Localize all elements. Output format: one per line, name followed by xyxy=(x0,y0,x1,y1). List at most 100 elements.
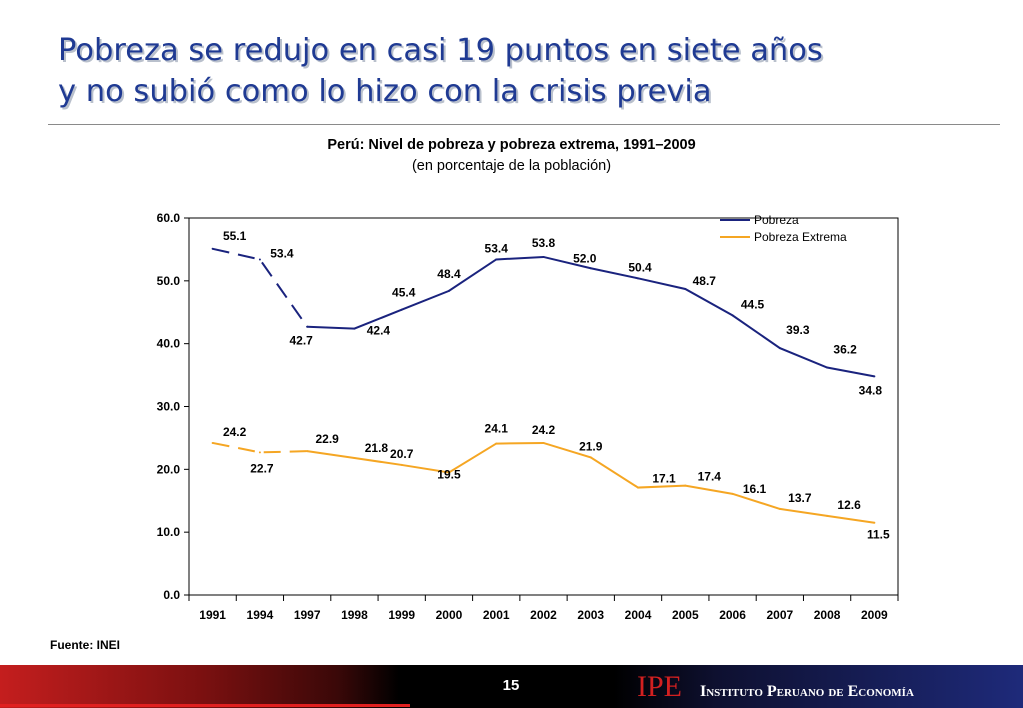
data-point xyxy=(778,347,781,350)
data-label: 53.4 xyxy=(485,241,509,255)
data-point xyxy=(306,450,309,453)
data-point xyxy=(542,441,545,444)
data-label: 21.8 xyxy=(365,441,389,455)
data-label: 21.9 xyxy=(579,439,603,453)
y-tick-label: 60.0 xyxy=(157,211,181,225)
data-label: 11.5 xyxy=(867,528,890,542)
data-point xyxy=(447,289,450,292)
y-tick-label: 10.0 xyxy=(157,525,181,539)
data-label: 24.2 xyxy=(532,423,556,437)
x-tick-label: 2002 xyxy=(530,608,557,622)
data-point xyxy=(873,521,876,524)
data-label: 22.9 xyxy=(315,432,339,446)
data-point xyxy=(353,457,356,460)
data-point xyxy=(589,456,592,459)
data-label: 17.4 xyxy=(698,470,722,484)
data-point xyxy=(684,484,687,487)
data-point xyxy=(542,255,545,258)
plot-area-border xyxy=(188,217,899,596)
y-tick-label: 20.0 xyxy=(157,462,181,476)
data-label: 39.3 xyxy=(786,323,810,337)
x-tick-label: 1991 xyxy=(199,608,226,622)
data-point xyxy=(826,366,829,369)
data-point xyxy=(684,288,687,291)
x-tick-label: 2006 xyxy=(719,608,746,622)
y-tick-label: 40.0 xyxy=(157,337,181,351)
data-point xyxy=(400,463,403,466)
data-point xyxy=(211,441,214,444)
series-line-dashed-0 xyxy=(212,247,308,328)
legend-label: Pobreza Extrema xyxy=(754,230,847,244)
data-label: 20.7 xyxy=(390,447,414,461)
data-label: 34.8 xyxy=(859,383,883,397)
slide-title-line-1: Pobreza se redujo en casi 19 puntos en s… xyxy=(58,33,823,68)
title-divider xyxy=(48,124,1000,125)
slide-title-line-2: y no subió como lo hizo con la crisis pr… xyxy=(58,74,712,109)
x-tick-label: 2003 xyxy=(577,608,604,622)
x-tick-label: 1997 xyxy=(294,608,321,622)
organization-name: Instituto Peruano de Economía xyxy=(700,683,914,700)
y-tick-label: 0.0 xyxy=(163,588,180,602)
footer-bar xyxy=(0,665,1023,708)
data-point xyxy=(258,258,261,261)
data-label: 42.4 xyxy=(367,324,391,338)
data-label: 22.7 xyxy=(250,461,274,475)
data-label: 48.7 xyxy=(693,274,717,288)
data-point xyxy=(778,507,781,510)
x-tick-label: 2005 xyxy=(672,608,699,622)
page-number: 15 xyxy=(502,677,520,694)
data-point xyxy=(731,492,734,495)
y-tick-label: 30.0 xyxy=(157,400,181,414)
slide-title: Pobreza se redujo en casi 19 puntos en s… xyxy=(58,30,1008,112)
chart-title: Perú: Nivel de pobreza y pobreza extrema… xyxy=(327,137,696,153)
data-point xyxy=(400,308,403,311)
x-tick-label: 1999 xyxy=(388,608,415,622)
x-tick-label: 2008 xyxy=(814,608,841,622)
series-line-solid-0 xyxy=(307,255,875,378)
data-point xyxy=(306,325,309,328)
poverty-line-chart: 0.0 10.0 20.0 30.0 40.0 50.0 60.0 1991 1994 1997 1… xyxy=(157,211,899,622)
x-tick-label: 2004 xyxy=(625,608,652,622)
ipe-logo: IPE xyxy=(637,670,682,703)
data-point xyxy=(637,486,640,489)
x-tick-label: 2007 xyxy=(766,608,793,622)
x-tick-label: 2001 xyxy=(483,608,510,622)
data-label: 53.8 xyxy=(532,236,556,250)
data-label: 52.0 xyxy=(573,251,597,265)
series-line-dashed-1 xyxy=(212,441,308,454)
data-label: 17.1 xyxy=(652,472,676,486)
x-tick-label: 1998 xyxy=(341,608,368,622)
data-label: 53.4 xyxy=(270,246,294,260)
data-label: 45.4 xyxy=(392,286,416,300)
data-point xyxy=(447,471,450,474)
footer-accent-line xyxy=(0,704,410,707)
data-label: 24.2 xyxy=(223,425,247,439)
data-point xyxy=(211,247,214,250)
data-label: 55.1 xyxy=(223,229,247,243)
data-point xyxy=(731,314,734,317)
data-label: 44.5 xyxy=(741,297,765,311)
legend-label: Pobreza xyxy=(754,213,799,227)
data-label: 13.7 xyxy=(788,491,812,505)
data-label: 50.4 xyxy=(628,260,652,274)
source-note: Fuente: INEI xyxy=(50,638,121,652)
data-label: 12.6 xyxy=(837,498,861,512)
data-point xyxy=(495,442,498,445)
data-label: 42.7 xyxy=(289,334,313,348)
data-label: 36.2 xyxy=(833,343,857,357)
chart-subtitle: (en porcentaje de la población) xyxy=(411,158,612,174)
data-point xyxy=(353,327,356,330)
x-tick-label: 2000 xyxy=(436,608,463,622)
data-point xyxy=(589,267,592,270)
x-tick-label: 2009 xyxy=(861,608,888,622)
data-label: 16.1 xyxy=(743,482,767,496)
data-label: 19.5 xyxy=(437,467,461,481)
data-point xyxy=(495,258,498,261)
data-label: 48.4 xyxy=(437,267,461,281)
y-tick-label: 50.0 xyxy=(157,274,181,288)
data-point xyxy=(873,375,876,378)
data-point xyxy=(637,277,640,280)
data-point xyxy=(826,514,829,517)
data-label: 24.1 xyxy=(485,422,509,436)
data-point xyxy=(258,451,261,454)
